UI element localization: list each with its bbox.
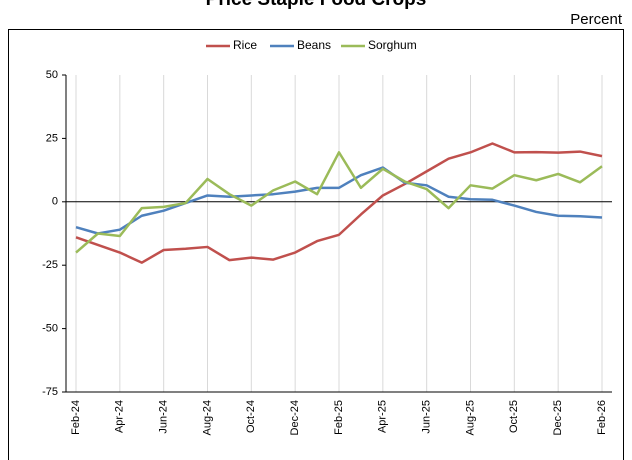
y-tick-label: 25 xyxy=(46,132,58,144)
y-tick-label: -25 xyxy=(42,259,58,271)
line-series xyxy=(75,166,603,235)
x-tick-label: Aug-25 xyxy=(464,400,476,435)
chart-title: Price Staple Food Crops xyxy=(206,0,427,10)
y-axis-label: Percent xyxy=(570,11,623,28)
legend-label: Sorghum xyxy=(368,38,417,52)
legend-label: Beans xyxy=(297,38,331,52)
x-tick-label: Apr-25 xyxy=(377,400,389,433)
y-tick-label: 50 xyxy=(46,69,58,81)
line-series xyxy=(75,142,603,264)
y-tick-label: 0 xyxy=(52,196,58,208)
line-series xyxy=(75,151,603,254)
x-tick-label: Jun-25 xyxy=(421,400,433,434)
x-tick-label: Feb-26 xyxy=(596,400,608,435)
x-tick-label: Feb-25 xyxy=(333,400,345,435)
x-tick-label: Oct-24 xyxy=(245,400,257,433)
x-tick-label: Dec-25 xyxy=(552,400,564,435)
chart-frame xyxy=(8,29,624,460)
y-tick-label: -75 xyxy=(42,386,58,398)
legend-label: Rice xyxy=(233,38,257,52)
x-tick-label: Apr-24 xyxy=(114,400,126,433)
x-tick-label: Aug-24 xyxy=(201,400,213,435)
y-tick-label: -50 xyxy=(42,323,58,335)
x-tick-label: Feb-24 xyxy=(70,400,82,435)
x-tick-label: Dec-24 xyxy=(289,400,301,435)
x-tick-label: Oct-25 xyxy=(508,400,520,433)
x-tick-label: Jun-24 xyxy=(158,400,170,434)
